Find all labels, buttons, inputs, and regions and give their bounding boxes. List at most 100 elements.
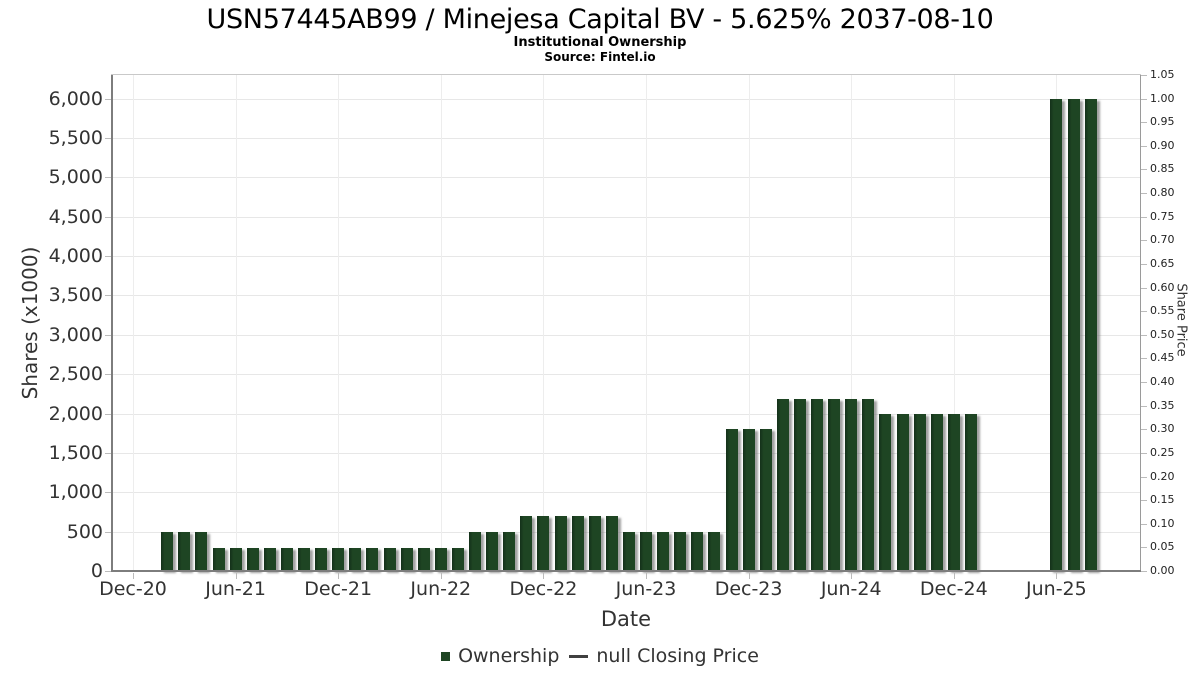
y-axis-title-right: Share Price: [1173, 283, 1189, 357]
x-axis-tick-label: Dec-23: [714, 578, 783, 600]
y-axis-tick-label-right: 0.55: [1150, 304, 1175, 318]
y-axis-tick-label-right: 0.15: [1150, 493, 1175, 507]
y-axis-tick-left: [105, 571, 112, 572]
ownership-bar: [1050, 99, 1063, 571]
ownership-bar: [315, 548, 328, 571]
h-gridline: [112, 137, 1140, 139]
ownership-bar: [400, 548, 413, 571]
y-axis-tick-label-right: 0.50: [1150, 327, 1175, 341]
ownership-bar: [725, 429, 738, 571]
x-axis-tick: [235, 573, 237, 579]
y-axis-tick-right: [1141, 311, 1147, 313]
ownership-bar: [708, 531, 721, 571]
y-axis-tick-label-right: 0.35: [1150, 398, 1175, 412]
y-axis-tick-label-right: 0.10: [1150, 516, 1175, 530]
y-axis-tick-right: [1141, 75, 1147, 76]
y-axis-tick-label-right: 1.05: [1150, 68, 1175, 81]
y-axis-tick-left: [105, 98, 112, 100]
ownership-bar: [776, 398, 789, 571]
y-axis-tick-label-left: 4,000: [48, 245, 103, 268]
y-axis-tick-label-right: 0.90: [1150, 138, 1175, 152]
x-axis-line: [111, 570, 1141, 572]
ownership-bar: [588, 515, 601, 571]
legend-label: Ownership: [458, 645, 560, 667]
v-gridline: [338, 75, 340, 571]
x-axis-tick-label: Dec-21: [304, 578, 373, 600]
chart-subtitle: Institutional Ownership: [513, 35, 687, 50]
ownership-bar: [742, 429, 755, 571]
ownership-bar: [537, 515, 550, 571]
y-axis-tick-left: [105, 216, 112, 218]
h-gridline: [112, 374, 1140, 376]
x-axis-tick-label: Jun-24: [820, 578, 882, 600]
y-axis-tick-label-left: 5,000: [48, 166, 103, 189]
y-axis-tick-label-right: 0.80: [1150, 186, 1175, 200]
y-axis-tick-right: [1141, 547, 1147, 549]
ownership-bar: [759, 429, 772, 571]
y-axis-tick-label-right: 0.40: [1150, 375, 1175, 389]
ownership-bar: [366, 548, 379, 571]
ownership-bar: [554, 515, 567, 571]
legend-item-null-closing-price[interactable]: null Closing Price: [569, 645, 759, 667]
x-axis-tick: [1056, 573, 1058, 579]
x-axis-tick: [851, 573, 853, 579]
y-axis-line: [111, 75, 113, 571]
y-axis-tick-label-right: 0.05: [1150, 540, 1175, 554]
x-axis-tick: [543, 573, 545, 579]
ownership-bar: [605, 515, 618, 571]
y-axis-tick-right: [1141, 287, 1147, 289]
ownership-bar: [263, 548, 276, 571]
x-axis-tick: [953, 573, 955, 579]
y-axis-tick-right: [1141, 523, 1147, 525]
y-axis-tick-right: [1141, 122, 1147, 124]
x-axis-tick: [133, 573, 134, 579]
h-gridline: [112, 256, 1140, 258]
y-axis-tick-label-left: 0: [90, 560, 103, 582]
ownership-bar: [571, 515, 584, 571]
x-axis-tick: [748, 573, 750, 579]
legend-label: null Closing Price: [596, 645, 759, 667]
y-axis-tick-label-right: 0.65: [1150, 256, 1175, 270]
y-axis-tick-label-right: 0.00: [1150, 564, 1175, 577]
y-axis-tick-left: [105, 531, 112, 533]
ownership-bar: [879, 414, 892, 571]
ownership-bar: [417, 548, 430, 571]
y-axis-tick-label-left: 2,500: [48, 363, 103, 386]
y-axis-tick-label-left: 6,000: [48, 87, 103, 110]
y-axis-tick-left: [105, 256, 112, 258]
h-gridline: [112, 98, 1140, 100]
x-axis-tick: [646, 573, 647, 579]
v-gridline: [133, 75, 134, 571]
y-axis-tick-label-left: 4,500: [48, 205, 103, 228]
v-gridline: [440, 75, 442, 571]
y-axis-tick-left: [105, 177, 112, 179]
y-axis-tick-label-left: 2,000: [48, 402, 103, 425]
plot-top-border: [111, 74, 1141, 75]
y-axis-tick-right: [1141, 334, 1147, 336]
h-gridline: [112, 216, 1140, 218]
v-gridline: [235, 75, 237, 571]
h-gridline: [112, 452, 1140, 454]
y-axis-tick-right: [1141, 145, 1147, 147]
ownership-bar: [332, 548, 345, 571]
ownership-bar: [913, 414, 926, 571]
y-axis-tick-label-right: 0.75: [1150, 209, 1175, 223]
ownership-bar: [674, 531, 687, 571]
ownership-bar: [845, 398, 858, 571]
y-axis-tick-right: [1141, 193, 1147, 195]
ownership-bar: [811, 398, 823, 571]
ownership-bar: [195, 531, 208, 571]
ownership-bar: [640, 531, 652, 571]
v-gridline: [646, 75, 647, 571]
y-axis-tick-label-right: 0.45: [1150, 351, 1175, 365]
y-axis-tick-right: [1141, 240, 1147, 242]
legend-item-ownership[interactable]: Ownership: [441, 645, 559, 667]
h-gridline: [112, 492, 1140, 494]
ownership-bar: [212, 548, 225, 571]
y-axis-tick-right: [1141, 500, 1147, 502]
ownership-bar: [161, 531, 174, 571]
ownership-bar: [1084, 99, 1097, 571]
y-axis-tick-label-right: 0.25: [1150, 445, 1175, 459]
bar-series-marker-icon: [441, 651, 451, 661]
